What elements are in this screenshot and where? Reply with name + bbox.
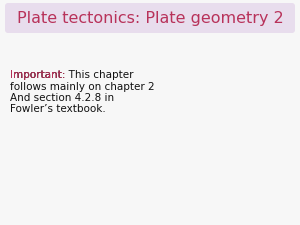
Text: Important: This chapter: Important: This chapter [10, 70, 134, 80]
Text: Important:: Important: [10, 70, 65, 80]
Text: Important:: Important: [10, 70, 65, 80]
FancyBboxPatch shape [5, 3, 295, 33]
Text: Plate tectonics: Plate geometry 2: Plate tectonics: Plate geometry 2 [16, 11, 283, 25]
Text: Fowler’s textbook.: Fowler’s textbook. [10, 104, 106, 115]
Text: And section 4.2.8 in: And section 4.2.8 in [10, 93, 114, 103]
Text: follows mainly on chapter 2: follows mainly on chapter 2 [10, 81, 154, 92]
